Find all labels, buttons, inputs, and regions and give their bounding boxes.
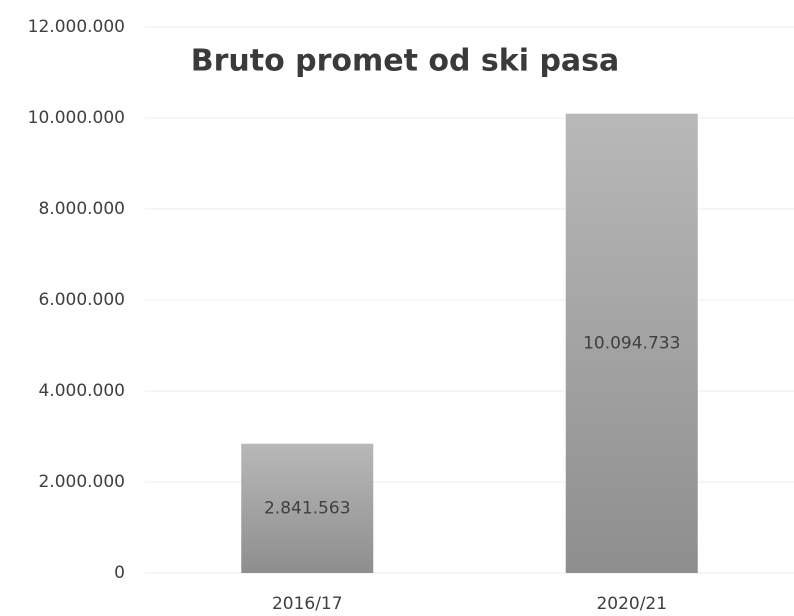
y-tick-label: 0: [114, 563, 125, 583]
x-tick-label: 2020/21: [596, 594, 667, 614]
y-tick-label: 12.000.000: [28, 17, 125, 37]
value-label: 2.841.563: [264, 498, 351, 518]
bar: [565, 113, 698, 574]
bar: [241, 443, 374, 573]
value-label: 10.094.733: [583, 333, 680, 353]
y-tick-label: 10.000.000: [28, 108, 125, 128]
chart-title: Bruto promet od ski pasa: [191, 44, 620, 79]
y-tick-label: 8.000.000: [38, 199, 125, 219]
y-tick-label: 6.000.000: [38, 290, 125, 310]
y-tick-label: 4.000.000: [38, 381, 125, 401]
x-tick-label: 2016/17: [272, 594, 343, 614]
y-tick-label: 2.000.000: [38, 472, 125, 492]
